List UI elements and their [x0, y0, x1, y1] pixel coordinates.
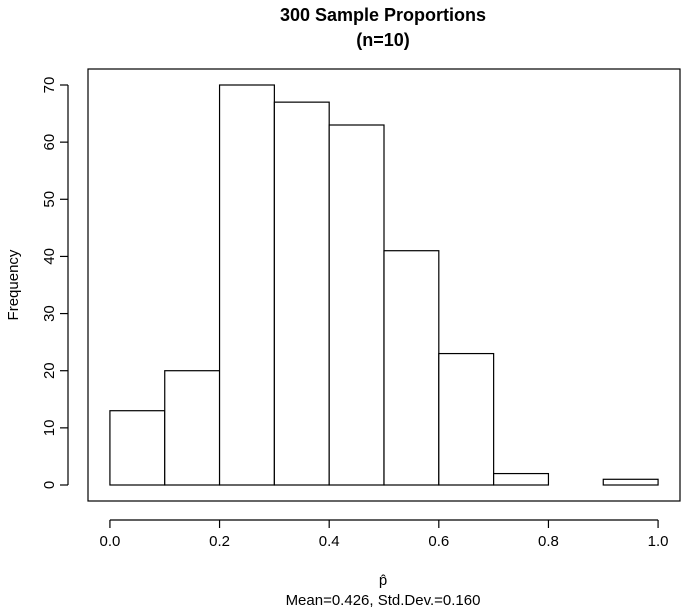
x-tick-label: 0.4: [319, 533, 340, 550]
y-tick-label: 0: [41, 481, 58, 489]
y-axis-label: Frequency: [5, 249, 22, 320]
y-tick-label: 60: [41, 134, 58, 151]
x-tick-label: 0.6: [428, 533, 449, 550]
y-tick-label: 20: [41, 362, 58, 379]
histogram-bar-3: [273, 101, 330, 486]
histogram-bar-9: [602, 478, 659, 486]
chart-title-line-2: (n=10): [356, 30, 410, 50]
plot-frame: [87, 68, 681, 502]
histogram-bar-5: [383, 250, 440, 486]
chart-title-line-1: 300 Sample Proportions: [280, 5, 486, 25]
histogram-bar-2: [218, 84, 275, 486]
x-tick-label: 0.0: [99, 533, 120, 550]
histogram-bar-6: [438, 352, 495, 486]
bars-group: [109, 84, 659, 486]
x-axis-label: p̂: [379, 572, 387, 589]
y-tick-label: 70: [41, 77, 58, 94]
x-axis-subtitle: Mean=0.426, Std.Dev.=0.160: [286, 592, 481, 609]
y-tick-label: 50: [41, 191, 58, 208]
histogram-bar-0: [109, 410, 166, 486]
y-tick-label: 40: [41, 248, 58, 265]
y-tick-label: 30: [41, 305, 58, 322]
x-tick-label: 0.8: [538, 533, 559, 550]
histogram-bar-4: [328, 124, 385, 486]
x-tick-label: 0.2: [209, 533, 230, 550]
y-axis: 0 10 20 30 40 50 60 70: [41, 77, 69, 489]
x-axis: 0.0 0.2 0.4 0.6 0.8 1.0: [99, 519, 669, 550]
x-tick-label: 1.0: [648, 533, 669, 550]
y-tick-label: 10: [41, 420, 58, 437]
histogram-bar-7: [493, 472, 550, 486]
histogram-bar-1: [164, 370, 221, 486]
